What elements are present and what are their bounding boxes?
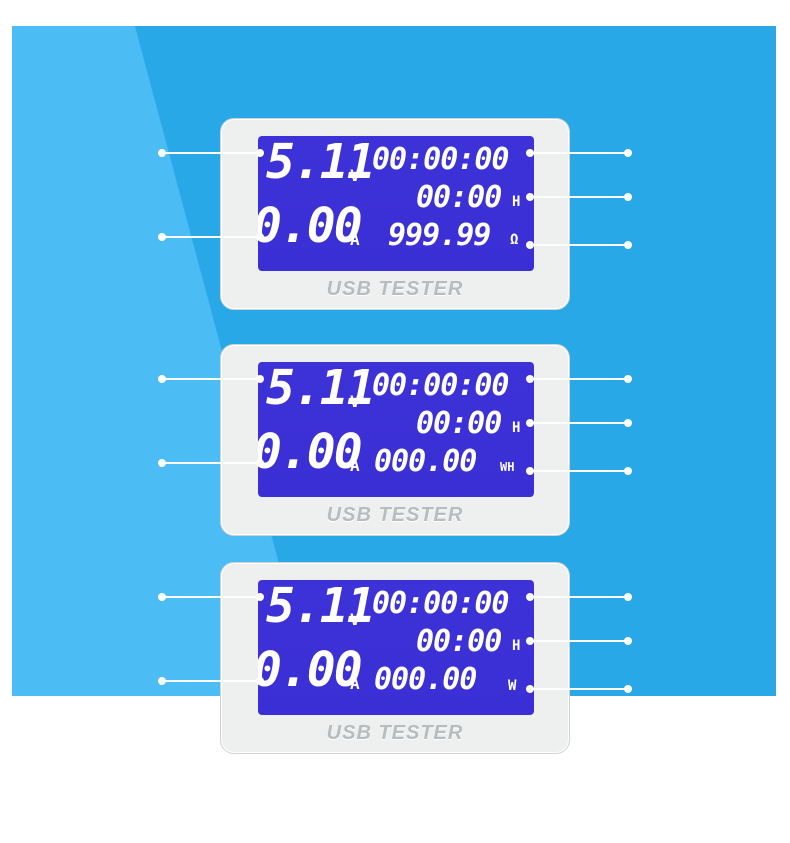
voltage-unit: V [350,392,360,411]
device-label: USB TESTER [221,278,569,301]
hours-value: 00:00 [416,624,501,659]
callout-marker [530,422,628,424]
lcd-screen: 5.11V0.00A00:00:0000:00H999.99Ω [258,136,534,271]
marker-dot [526,149,534,157]
marker-dot [158,149,166,157]
marker-dot [526,685,534,693]
current-value: 0.00 [258,642,361,698]
marker-dot [526,637,534,645]
energy-unit: WH [500,460,514,474]
timer-value: 00:00:00 [372,586,509,621]
marker-dot [526,241,534,249]
marker-dot [624,241,632,249]
current-unit: A [350,674,360,693]
marker-dot [624,685,632,693]
marker-dot [256,677,264,685]
callout-marker [162,680,260,682]
marker-dot [526,467,534,475]
marker-dot [526,375,534,383]
hours-value: 00:00 [416,180,501,215]
marker-dot [158,459,166,467]
marker-dot [624,593,632,601]
energy-value: 000.00 [374,444,476,479]
device-1: 5.11V0.00A00:00:0000:00H999.99ΩUSB TESTE… [220,118,570,310]
callout-marker [530,688,628,690]
callout-marker [530,196,628,198]
callout-marker [530,152,628,154]
marker-dot [256,593,264,601]
marker-dot [256,459,264,467]
marker-dot [624,375,632,383]
callout-marker [530,640,628,642]
marker-dot [256,233,264,241]
timer-value: 00:00:00 [372,368,509,403]
lcd-screen: 5.11V0.00A00:00:0000:00H000.00W [258,580,534,715]
resistance-unit: Ω [510,232,518,248]
hours-unit: H [512,638,520,654]
callout-marker [530,470,628,472]
marker-dot [624,419,632,427]
marker-dot [624,467,632,475]
marker-dot [158,233,166,241]
marker-dot [624,149,632,157]
device-label: USB TESTER [221,722,569,745]
hours-unit: H [512,420,520,436]
callout-marker [530,378,628,380]
device-3: 5.11V0.00A00:00:0000:00H000.00WUSB TESTE… [220,562,570,754]
callout-marker [530,596,628,598]
current-value: 0.00 [258,198,361,254]
device-label: USB TESTER [221,504,569,527]
current-value: 0.00 [258,424,361,480]
current-unit: A [350,456,360,475]
marker-dot [158,677,166,685]
resistance-value: 999.99 [388,218,490,253]
stage: 5.11V0.00A00:00:0000:00H999.99ΩUSB TESTE… [0,0,790,843]
marker-dot [624,637,632,645]
marker-dot [158,593,166,601]
marker-dot [158,375,166,383]
marker-dot [256,375,264,383]
marker-dot [526,419,534,427]
lcd-screen: 5.11V0.00A00:00:0000:00H000.00WH [258,362,534,497]
device-2: 5.11V0.00A00:00:0000:00H000.00WHUSB TEST… [220,344,570,536]
callout-marker [162,236,260,238]
power-unit: W [508,678,516,694]
marker-dot [526,193,534,201]
callout-marker [162,378,260,380]
voltage-unit: V [350,166,360,185]
callout-marker [162,462,260,464]
callout-marker [162,152,260,154]
voltage-unit: V [350,610,360,629]
power-value: 000.00 [374,662,476,697]
hours-value: 00:00 [416,406,501,441]
marker-dot [526,593,534,601]
timer-value: 00:00:00 [372,142,509,177]
marker-dot [624,193,632,201]
current-unit: A [350,230,360,249]
marker-dot [256,149,264,157]
hours-unit: H [512,194,520,210]
callout-marker [162,596,260,598]
callout-marker [530,244,628,246]
